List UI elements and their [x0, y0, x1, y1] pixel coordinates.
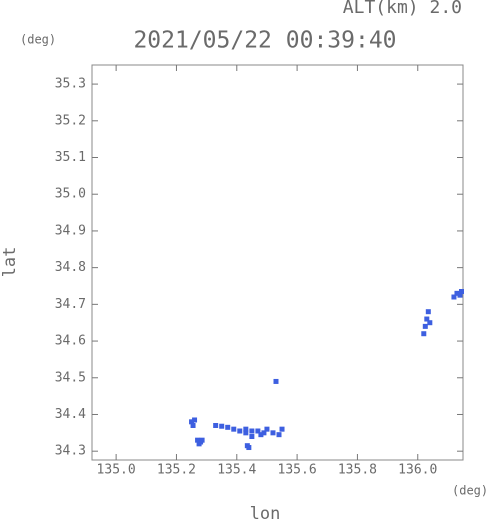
y-tick-label: 34.9 [55, 223, 86, 238]
x-tick-label: 135.6 [278, 463, 317, 478]
echo-point [213, 422, 219, 428]
y-tick-label: 34.4 [55, 407, 86, 422]
echo-point [249, 428, 255, 434]
echo-point [195, 437, 201, 443]
echo-point [270, 430, 276, 436]
y-unit: (deg) [20, 33, 56, 47]
echo-point [425, 309, 431, 315]
y-tick-label: 34.6 [55, 334, 86, 349]
y-tick-label: 34.7 [55, 297, 86, 312]
echo-point [427, 320, 433, 326]
x-tick-label: 135.2 [157, 463, 196, 478]
echo-point [231, 426, 237, 432]
x-tick-label: 136.0 [398, 463, 437, 478]
echo-point [243, 430, 249, 436]
echo-point [273, 378, 279, 384]
echo-point [424, 316, 430, 322]
echo-point [279, 426, 285, 432]
echo-point [249, 434, 255, 440]
echo-point [243, 426, 249, 432]
x-tick-label: 135.8 [338, 463, 377, 478]
echo-point [276, 432, 282, 438]
plot-frame [91, 64, 464, 461]
x-tick-label: 135.0 [97, 463, 136, 478]
chart-title: 2021/05/22 00:39:40 [133, 28, 396, 54]
echo-point [261, 430, 267, 436]
x-axis-label: lon [250, 504, 281, 521]
y-tick-label: 34.3 [55, 444, 86, 459]
echo-point [258, 432, 264, 438]
x-tick-label: 135.4 [217, 463, 256, 478]
echo-point [454, 290, 460, 296]
echo-point [451, 294, 457, 300]
echo-point [255, 428, 261, 434]
y-tick-label: 34.5 [55, 370, 86, 385]
y-tick-label: 35.1 [55, 150, 86, 165]
echo-point [225, 424, 231, 430]
echo-point [244, 443, 250, 449]
echo-point [190, 422, 196, 428]
echo-point [219, 423, 225, 429]
echo-point [422, 323, 428, 329]
x-unit: (deg) [452, 484, 488, 498]
echo-point [237, 428, 243, 434]
echo-point [189, 419, 195, 425]
echo-point [264, 426, 270, 432]
echo-point [421, 331, 427, 337]
echo-point [458, 289, 464, 295]
y-tick-label: 34.8 [55, 260, 86, 275]
y-tick-label: 35.0 [55, 187, 86, 202]
echo-point [199, 437, 205, 443]
echo-point [192, 417, 198, 423]
echo-point [457, 292, 463, 298]
y-tick-label: 35.2 [55, 113, 86, 128]
y-tick-label: 35.3 [55, 77, 86, 92]
chart-subtitle: ALT(km) 2.0 [343, 0, 462, 18]
y-axis-label: lat [0, 247, 20, 278]
